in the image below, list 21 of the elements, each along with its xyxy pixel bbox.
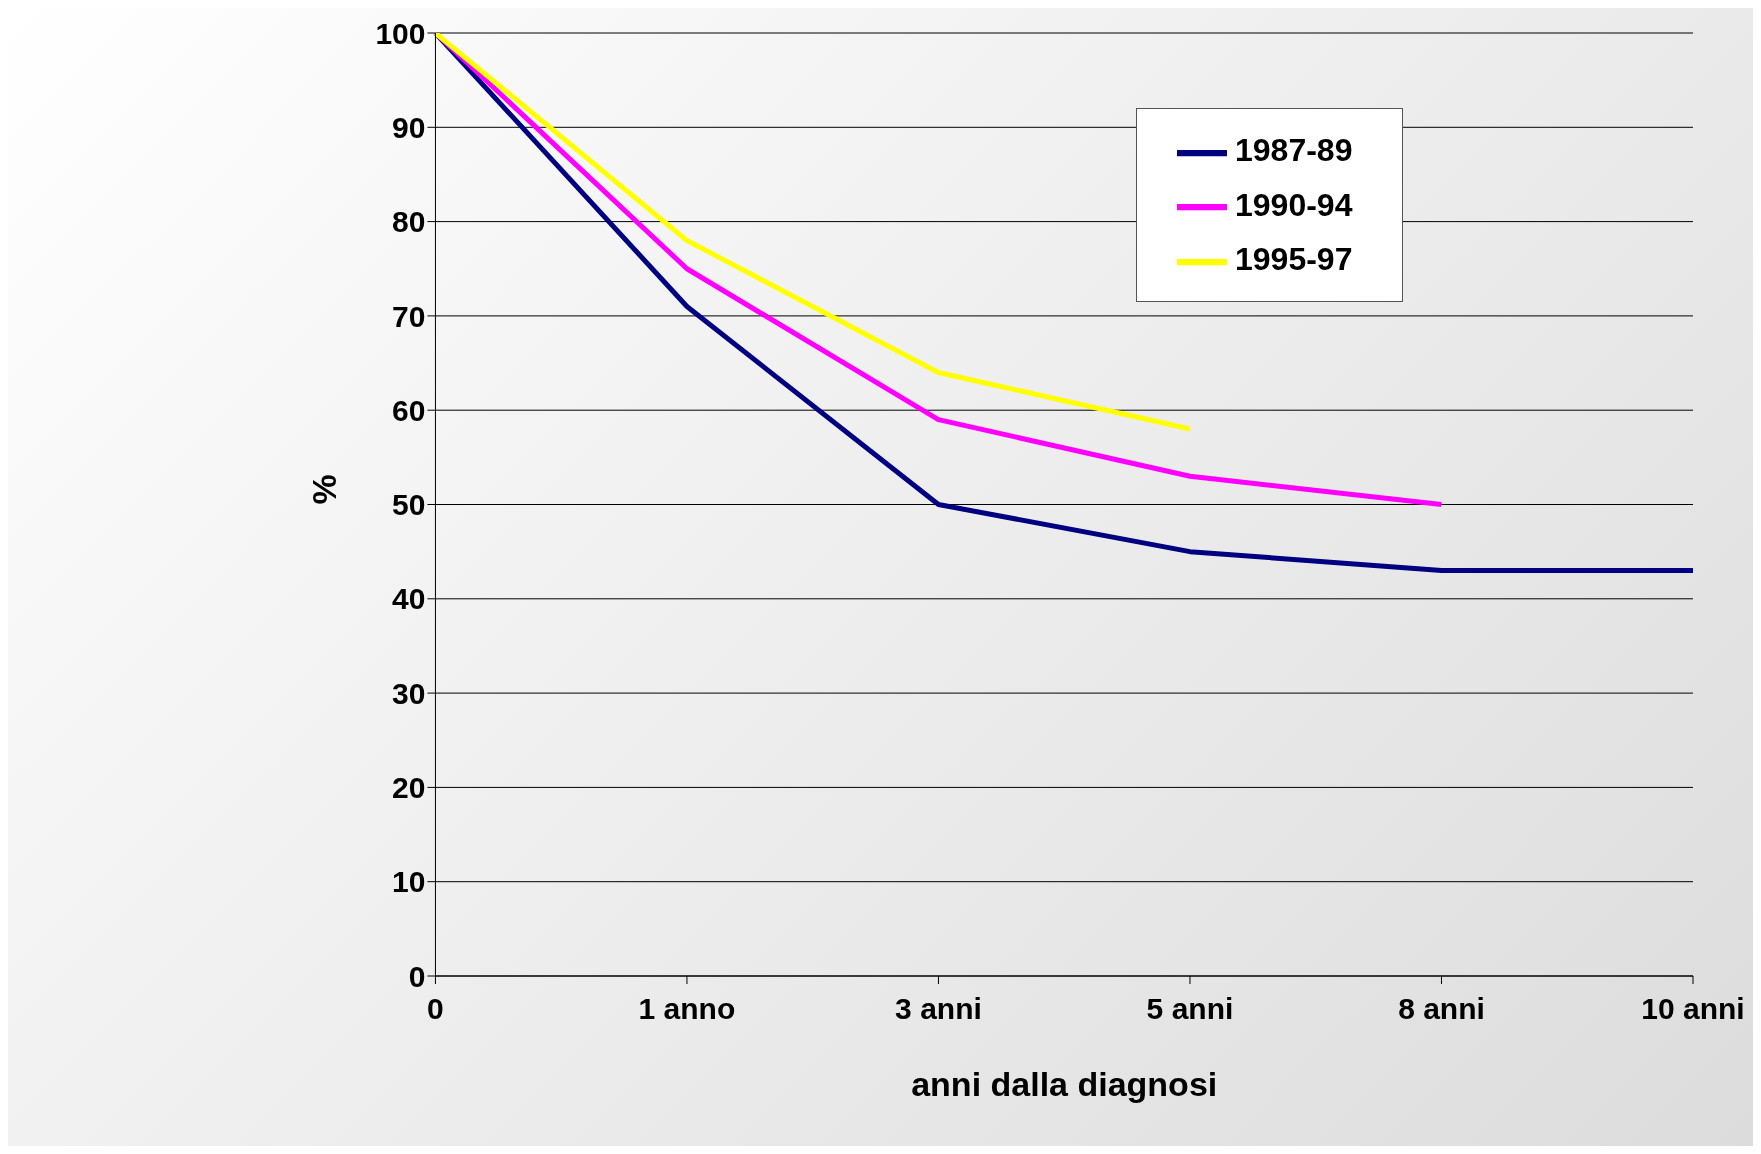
x-tick-label: 5 anni bbox=[1146, 992, 1234, 1026]
x-axis-title: anni dalla diagnosi bbox=[911, 1065, 1218, 1103]
y-tick-label: 30 bbox=[392, 676, 426, 710]
y-tick-label: 40 bbox=[392, 582, 426, 616]
y-tick-label: 10 bbox=[392, 865, 426, 899]
x-tick-label: 8 anni bbox=[1398, 992, 1485, 1026]
legend-label: 1990-94 bbox=[1235, 186, 1353, 223]
x-tick-label: 3 anni bbox=[895, 992, 982, 1026]
y-tick-label: 70 bbox=[392, 299, 426, 333]
x-tick-label: 1 anno bbox=[638, 992, 736, 1026]
y-axis-title: % bbox=[304, 474, 343, 505]
y-tick-label: 100 bbox=[375, 16, 426, 50]
y-tick-label: 90 bbox=[392, 110, 426, 144]
x-tick-label: 10 anni bbox=[1641, 992, 1745, 1026]
y-tick-label: 80 bbox=[392, 205, 426, 239]
legend-label: 1987-89 bbox=[1235, 132, 1353, 168]
y-tick-label: 50 bbox=[392, 488, 426, 522]
y-tick-label: 0 bbox=[408, 959, 426, 993]
y-tick-label: 20 bbox=[392, 771, 426, 805]
legend-label: 1995-97 bbox=[1235, 241, 1353, 278]
y-tick-label: 60 bbox=[392, 393, 426, 427]
